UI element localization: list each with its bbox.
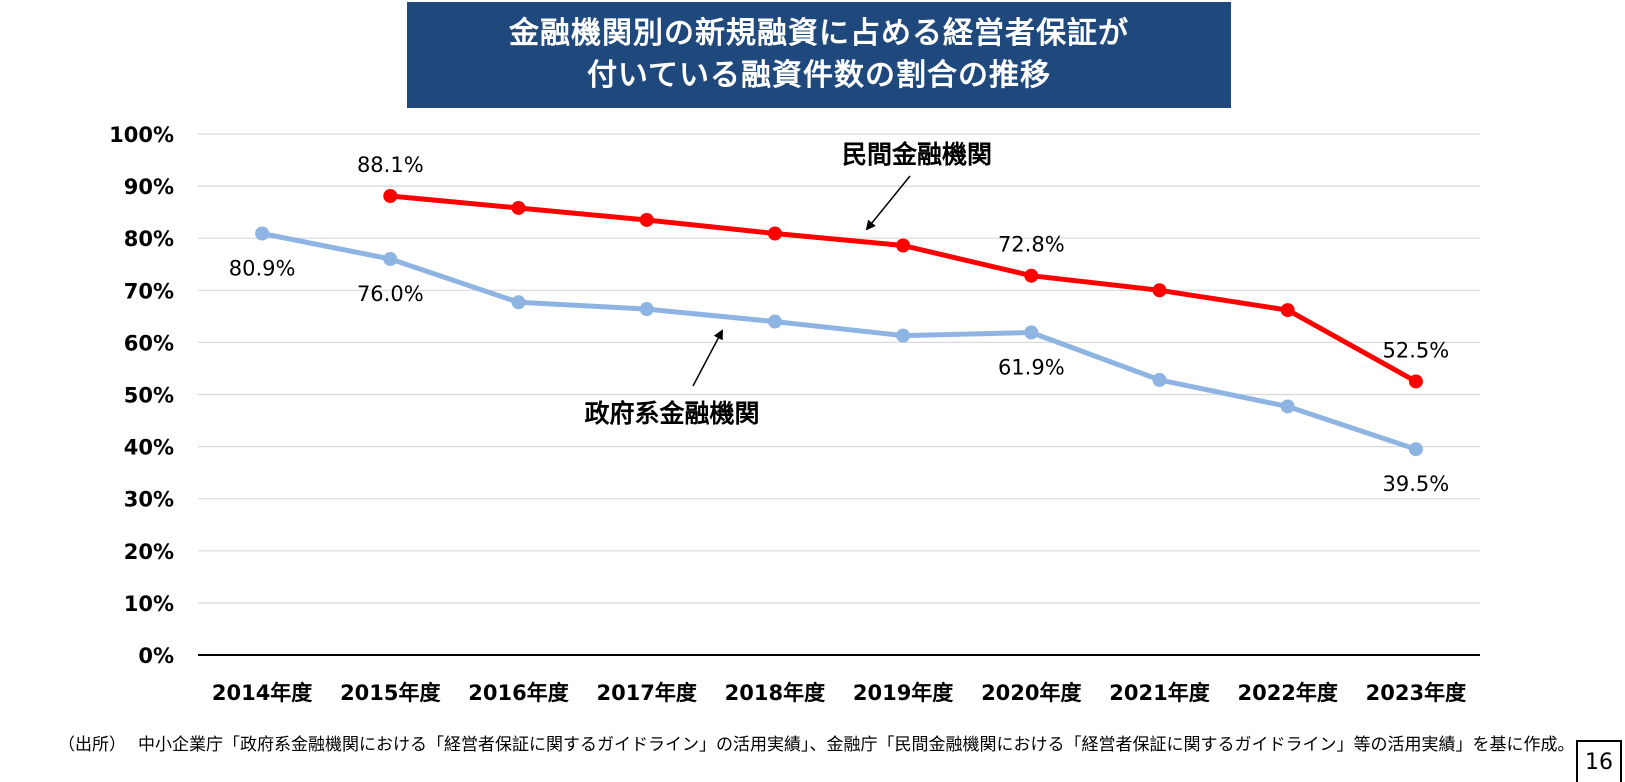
x-tick-label: 2020年度 xyxy=(981,681,1081,705)
x-tick-label: 2014年度 xyxy=(212,681,312,705)
line-chart: 0% 10% 20% 30% 40% 50% 60% 70% 80% 90% 100% 2014年度… xyxy=(109,123,1480,705)
data-point xyxy=(383,252,398,267)
data-point xyxy=(511,200,526,215)
x-tick-label: 2022年度 xyxy=(1237,681,1337,705)
x-tick-label: 2017年度 xyxy=(596,681,696,705)
series-line-0 xyxy=(387,193,1419,384)
gridlines xyxy=(198,133,1480,656)
data-point xyxy=(1408,374,1423,389)
data-point xyxy=(896,328,911,343)
y-tick-label: 70% xyxy=(124,279,174,303)
y-tick-label: 60% xyxy=(124,331,174,355)
chart-title-line-1: 金融機関別の新規融資に占める経営者保証が xyxy=(509,16,1129,51)
y-tick-label: 40% xyxy=(124,436,174,460)
data-label: 76.0% xyxy=(357,282,424,306)
series-annotations: 民間金融機関 政府系金融機関 xyxy=(584,140,992,428)
y-tick-label: 80% xyxy=(124,227,174,251)
data-point xyxy=(1280,303,1295,318)
data-point xyxy=(639,212,654,227)
data-point xyxy=(639,302,654,317)
series-lines xyxy=(259,193,1419,452)
data-point xyxy=(1152,372,1167,387)
x-axis-tick-labels: 2014年度 2015年度 2016年度 2017年度 2018年度 2019年度 2020… xyxy=(212,681,1466,705)
series-line-1 xyxy=(259,231,1419,452)
data-point xyxy=(1152,283,1167,298)
data-label: 52.5% xyxy=(1383,338,1450,362)
chart-title: 金融機関別の新規融資に占める経営者保証が 付いている融資件数の割合の推移 xyxy=(407,2,1231,108)
data-point xyxy=(511,295,526,310)
annotation-government-arrow xyxy=(692,329,723,387)
chart-title-line-2: 付いている融資件数の割合の推移 xyxy=(586,58,1052,93)
data-label: 88.1% xyxy=(357,153,424,177)
x-tick-label: 2015年度 xyxy=(340,681,440,705)
data-point xyxy=(767,314,782,329)
series-points xyxy=(255,188,1423,457)
x-tick-label: 2018年度 xyxy=(725,681,825,705)
data-label: 72.8% xyxy=(998,233,1065,257)
y-axis-tick-labels: 0% 10% 20% 30% 40% 50% 60% 70% 80% 90% 100% xyxy=(109,123,174,668)
y-tick-label: 100% xyxy=(109,123,174,147)
data-labels: 88.1% 72.8% 52.5% 80.9% 76.0% 61.9% 39.5% xyxy=(229,153,1450,496)
data-label: 61.9% xyxy=(998,356,1065,380)
data-point xyxy=(383,188,398,203)
annotation-government-banks: 政府系金融機関 xyxy=(584,399,759,428)
x-tick-label: 2016年度 xyxy=(468,681,568,705)
x-tick-label: 2023年度 xyxy=(1366,681,1466,705)
data-point xyxy=(1280,399,1295,414)
annotation-private-arrow xyxy=(865,175,911,231)
page-number: 16 xyxy=(1576,740,1622,782)
y-tick-label: 0% xyxy=(138,644,174,668)
y-tick-label: 10% xyxy=(124,592,174,616)
data-point xyxy=(1024,325,1039,340)
data-point xyxy=(1024,268,1039,283)
source-text: 中小企業庁「政府系金融機関における「経営者保証に関するガイドライン」の活用実績」… xyxy=(138,735,1575,755)
y-tick-label: 50% xyxy=(124,384,174,408)
data-label: 80.9% xyxy=(229,257,296,281)
y-tick-label: 20% xyxy=(124,540,174,564)
source-note: （出所） 中小企業庁「政府系金融機関における「経営者保証に関するガイドライン」の… xyxy=(58,733,1578,757)
data-label: 39.5% xyxy=(1383,472,1450,496)
y-tick-label: 30% xyxy=(124,488,174,512)
data-point xyxy=(896,238,911,253)
data-point xyxy=(1408,442,1423,457)
source-label: （出所） xyxy=(58,735,126,755)
x-tick-label: 2021年度 xyxy=(1109,681,1209,705)
x-tick-label: 2019年度 xyxy=(853,681,953,705)
annotation-private-banks: 民間金融機関 xyxy=(842,140,992,169)
y-tick-label: 90% xyxy=(124,175,174,199)
data-point xyxy=(255,226,270,241)
data-point xyxy=(767,226,782,241)
